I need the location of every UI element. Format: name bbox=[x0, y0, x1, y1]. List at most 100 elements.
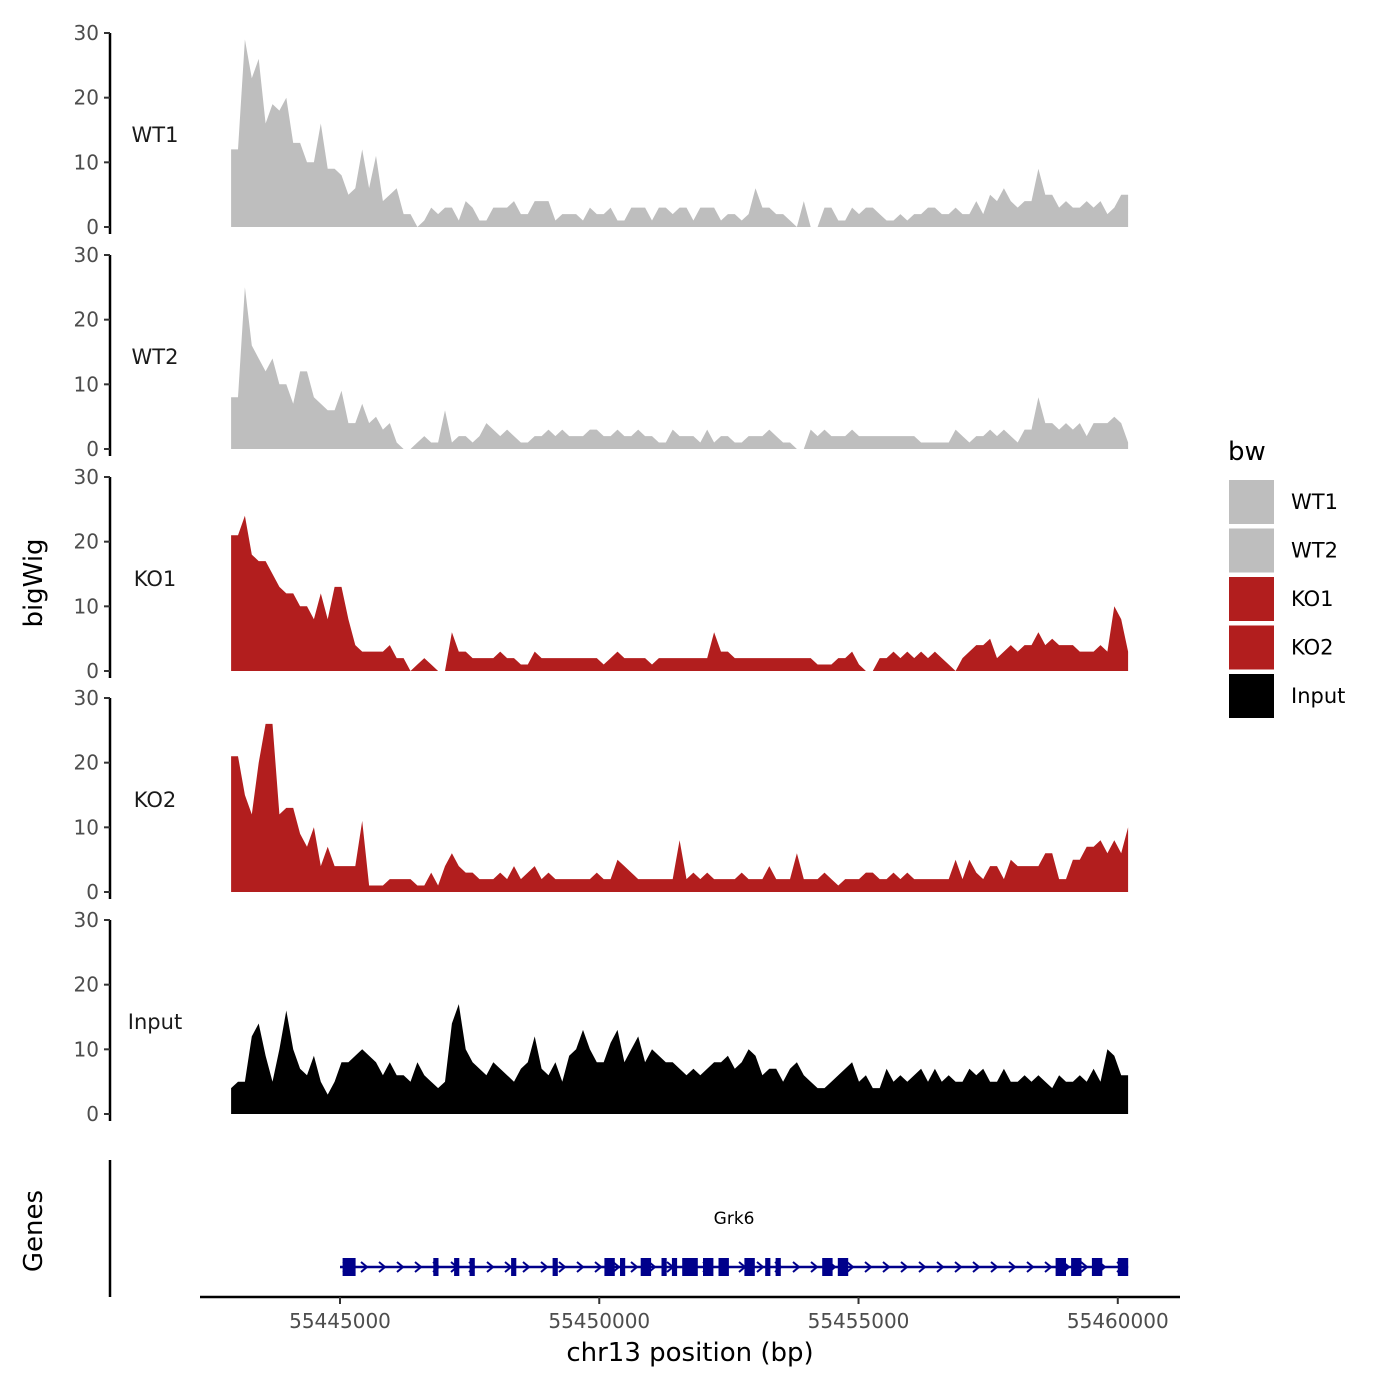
area-input bbox=[231, 1004, 1129, 1114]
exon bbox=[682, 1258, 698, 1276]
exon bbox=[469, 1258, 475, 1276]
strand-arrow bbox=[972, 1261, 981, 1273]
track-input: 0 10 20 30 Input bbox=[74, 908, 1129, 1126]
y-tick-label: 0 bbox=[86, 880, 99, 904]
y-tick-label: 20 bbox=[74, 86, 99, 110]
signal-tracks: 0 10 20 30 WT1 0 10 20 30 WT2 0 10 20 30 KO1 0 10 20 30 KO2… bbox=[74, 21, 1129, 1126]
exon bbox=[511, 1258, 517, 1276]
strand-arrow bbox=[954, 1261, 963, 1273]
strand-arrow bbox=[864, 1261, 873, 1273]
exon bbox=[620, 1258, 626, 1276]
legend-key-ko2 bbox=[1229, 625, 1274, 670]
strand-arrow bbox=[1044, 1261, 1053, 1273]
genes-axis-label: Genes bbox=[19, 1190, 49, 1272]
strand-arrow bbox=[594, 1261, 603, 1273]
strand-arrow bbox=[540, 1261, 549, 1273]
strand-arrow bbox=[792, 1261, 801, 1273]
legend: bw WT1 WT2 KO1 KO2 Input bbox=[1228, 437, 1345, 718]
strand-arrow bbox=[558, 1261, 567, 1273]
track-wt1: 0 10 20 30 WT1 bbox=[74, 21, 1129, 239]
exon bbox=[1117, 1258, 1129, 1276]
legend-label-wt1: WT1 bbox=[1291, 490, 1338, 514]
strand-arrow bbox=[900, 1261, 909, 1273]
exon bbox=[552, 1258, 558, 1276]
legend-key-wt1 bbox=[1229, 480, 1274, 524]
y-tick-label: 0 bbox=[86, 659, 99, 683]
strand-arrow bbox=[1080, 1261, 1089, 1273]
y-tick-label: 10 bbox=[74, 815, 99, 839]
y-tick-label: 10 bbox=[74, 594, 99, 618]
strand-arrow bbox=[846, 1261, 855, 1273]
area-ko1 bbox=[231, 515, 1129, 671]
legend-key-input bbox=[1229, 674, 1274, 718]
strand-arrow bbox=[990, 1261, 999, 1273]
exon bbox=[604, 1258, 615, 1276]
track-label: KO1 bbox=[134, 567, 177, 591]
y-tick-label: 20 bbox=[74, 308, 99, 332]
exon bbox=[661, 1258, 667, 1276]
genes-panel: Grk6 bbox=[108, 1160, 1129, 1297]
strand-arrow bbox=[504, 1261, 513, 1273]
exon bbox=[454, 1258, 460, 1276]
strand-arrow bbox=[936, 1261, 945, 1273]
y-tick-label: 30 bbox=[74, 908, 99, 932]
exon bbox=[433, 1258, 439, 1276]
legend-label-ko1: KO1 bbox=[1291, 587, 1334, 611]
area-wt2 bbox=[231, 287, 1129, 449]
strand-arrow bbox=[612, 1261, 621, 1273]
gene-name: Grk6 bbox=[714, 1209, 755, 1229]
track-wt2: 0 10 20 30 WT2 bbox=[74, 243, 1129, 461]
x-tick-label: 55460000 bbox=[1067, 1309, 1169, 1333]
track-label: WT1 bbox=[132, 123, 179, 147]
exon bbox=[342, 1258, 356, 1276]
y-tick-label: 30 bbox=[74, 21, 99, 45]
strand-arrow bbox=[576, 1261, 585, 1273]
strand-arrow bbox=[396, 1261, 405, 1273]
legend-label-wt2: WT2 bbox=[1291, 539, 1338, 563]
y-tick-label: 10 bbox=[74, 1037, 99, 1061]
x-tick-label: 55455000 bbox=[808, 1309, 910, 1333]
exon bbox=[1091, 1258, 1103, 1276]
strand-arrow bbox=[1008, 1261, 1017, 1273]
legend-label-input: Input bbox=[1291, 684, 1345, 708]
strand-arrow bbox=[882, 1261, 891, 1273]
exon bbox=[822, 1258, 833, 1276]
legend-title: bw bbox=[1228, 437, 1266, 467]
y-tick-label: 30 bbox=[74, 465, 99, 489]
strand-arrow bbox=[522, 1261, 531, 1273]
exon bbox=[744, 1258, 755, 1276]
exon bbox=[837, 1258, 849, 1276]
strand-arrow bbox=[918, 1261, 927, 1273]
x-tick-label: 55450000 bbox=[548, 1309, 650, 1333]
y-tick-label: 20 bbox=[74, 751, 99, 775]
exon bbox=[703, 1258, 714, 1276]
exon bbox=[671, 1258, 678, 1276]
x-tick-label: 55445000 bbox=[289, 1309, 391, 1333]
y-axis-label: bigWig bbox=[19, 538, 49, 627]
exon bbox=[640, 1258, 652, 1276]
y-tick-label: 20 bbox=[74, 530, 99, 554]
strand-arrow bbox=[378, 1261, 387, 1273]
strand-arrow bbox=[810, 1261, 819, 1273]
track-ko1: 0 10 20 30 KO1 bbox=[74, 465, 1129, 683]
area-ko2 bbox=[231, 723, 1129, 892]
strand-arrow bbox=[414, 1261, 423, 1273]
y-tick-label: 0 bbox=[86, 437, 99, 461]
strand-arrow bbox=[756, 1261, 765, 1273]
y-tick-label: 10 bbox=[74, 150, 99, 174]
legend-key-wt2 bbox=[1229, 528, 1274, 573]
x-axis: 55445000 55450000 55455000 55460000 bbox=[200, 1295, 1180, 1333]
strand-arrow bbox=[486, 1261, 495, 1273]
y-tick-label: 0 bbox=[86, 215, 99, 239]
track-ko2: 0 10 20 30 KO2 bbox=[74, 686, 1129, 904]
y-tick-label: 30 bbox=[74, 686, 99, 710]
exon bbox=[718, 1258, 729, 1276]
strand-arrow bbox=[360, 1261, 369, 1273]
y-tick-label: 20 bbox=[74, 973, 99, 997]
x-axis-label: chr13 position (bp) bbox=[566, 1338, 813, 1368]
strand-arrow bbox=[630, 1261, 639, 1273]
y-tick-label: 30 bbox=[74, 243, 99, 267]
exon bbox=[775, 1258, 781, 1276]
area-wt1 bbox=[231, 39, 1129, 227]
